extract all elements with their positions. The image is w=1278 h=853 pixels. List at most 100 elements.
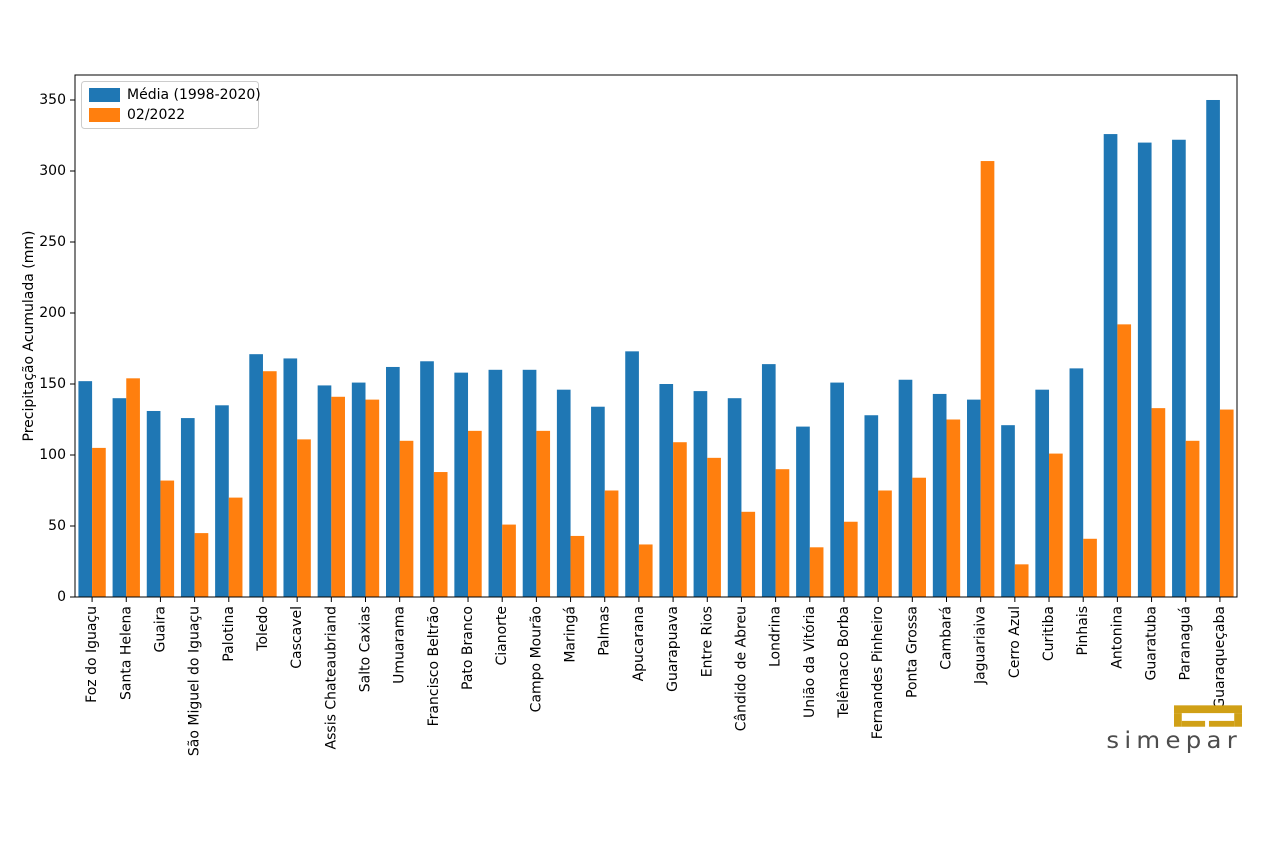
bar-series-0-15 — [591, 406, 605, 597]
x-tick-label: Ponta Grossa — [904, 606, 920, 698]
bar-series-1-0 — [92, 447, 106, 597]
x-tick-label: Guaraqueçaba — [1212, 606, 1228, 709]
x-tick-label: Toledo — [255, 606, 271, 652]
bar-series-0-2 — [146, 410, 161, 597]
bar-series-0-16 — [625, 351, 639, 597]
x-tick-label: Guaira — [152, 606, 168, 653]
x-tick-label: São Miguel do Iguaçu — [187, 606, 203, 756]
bar-series-1-30 — [1117, 324, 1132, 597]
bar-series-1-22 — [843, 521, 858, 597]
legend-label-1: 02/2022 — [127, 107, 185, 123]
y-tick-label: 350 — [39, 92, 66, 108]
x-tick-label: Antonina — [1109, 606, 1125, 669]
bar-series-0-0 — [78, 381, 93, 597]
x-tick-label: Foz do Iguaçu — [84, 606, 100, 703]
bar-series-0-1 — [112, 398, 127, 597]
bar-series-0-28 — [1035, 389, 1050, 597]
bar-series-0-32 — [1172, 139, 1186, 597]
legend-label-0: Média (1998-2020) — [127, 87, 261, 103]
bar-series-0-31 — [1137, 142, 1152, 597]
bar-series-1-16 — [638, 544, 653, 597]
bar-series-1-4 — [228, 497, 243, 597]
bar-series-1-5 — [262, 371, 277, 597]
bar-series-0-24 — [898, 379, 913, 597]
bar-series-0-17 — [659, 384, 674, 597]
bar-series-1-32 — [1185, 440, 1200, 597]
x-tick-label: Palotina — [221, 606, 237, 662]
legend-swatch-1 — [89, 108, 120, 122]
bar-series-1-17 — [673, 442, 687, 597]
bar-series-0-26 — [967, 399, 981, 597]
bar-series-1-15 — [604, 490, 619, 597]
y-tick-label: 100 — [39, 447, 66, 463]
bar-series-0-7 — [317, 385, 332, 597]
bar-series-0-13 — [522, 369, 537, 597]
y-tick-label: 50 — [48, 518, 66, 534]
simepar-logo: simepar — [1084, 705, 1242, 761]
x-tick-label: Guarapuava — [665, 606, 681, 692]
bar-series-1-29 — [1083, 538, 1097, 597]
x-tick-label: Cambará — [939, 606, 955, 670]
bar-series-0-22 — [830, 382, 844, 597]
bar-series-0-30 — [1103, 134, 1118, 597]
bar-series-1-14 — [570, 535, 585, 597]
bar-series-1-18 — [707, 457, 721, 597]
legend-box — [81, 81, 259, 129]
bar-series-1-23 — [878, 490, 892, 597]
bar-series-0-27 — [1001, 425, 1015, 597]
x-tick-label: Palmas — [597, 606, 613, 656]
x-tick-label: Fernandes Pinheiro — [870, 606, 886, 739]
y-tick-label: 250 — [39, 234, 66, 250]
x-tick-label: Campo Mourão — [528, 606, 544, 712]
bar-series-0-19 — [727, 398, 742, 597]
x-tick-label: Apucarana — [631, 606, 647, 681]
y-tick-label: 300 — [39, 163, 66, 179]
plot-frame — [74, 74, 1238, 598]
x-tick-label: Guaratuba — [1144, 606, 1160, 680]
x-tick-label: Assis Chateaubriand — [323, 606, 339, 749]
bar-series-1-20 — [775, 469, 790, 597]
bar-series-1-6 — [297, 439, 311, 597]
y-tick-label: 0 — [57, 589, 66, 605]
y-tick-label: 150 — [39, 376, 66, 392]
bar-series-1-31 — [1151, 408, 1166, 597]
x-tick-label: Jaguariaiva — [973, 606, 989, 685]
bar-series-1-3 — [194, 533, 209, 597]
bar-series-0-14 — [556, 389, 571, 597]
bar-series-1-12 — [502, 524, 516, 597]
x-tick-label: Salto Caxias — [358, 606, 374, 692]
bar-series-1-26 — [980, 161, 995, 598]
bar-series-1-7 — [331, 396, 345, 597]
bar-series-0-33 — [1206, 99, 1220, 598]
bar-series-1-13 — [536, 430, 551, 597]
bar-series-0-10 — [420, 361, 434, 597]
x-tick-label: Cianorte — [494, 606, 510, 666]
bar-series-1-25 — [946, 419, 961, 597]
bar-series-1-8 — [365, 399, 380, 597]
bar-series-1-11 — [468, 430, 482, 597]
x-tick-label: União da Vitória — [802, 606, 818, 718]
bar-series-1-21 — [809, 547, 824, 597]
x-tick-label: Telêmaco Borba — [836, 606, 852, 719]
bar-series-1-27 — [1014, 564, 1029, 597]
bar-series-1-19 — [741, 511, 756, 597]
bar-series-1-24 — [912, 477, 926, 597]
x-tick-label: Francisco Beltrão — [426, 606, 442, 726]
x-tick-label: Santa Helena — [118, 606, 134, 700]
x-tick-label: Paranaguá — [1178, 606, 1194, 681]
bar-series-1-10 — [433, 472, 448, 597]
bar-series-0-20 — [761, 364, 776, 597]
bar-series-0-18 — [693, 391, 708, 597]
bar-series-0-9 — [386, 366, 400, 597]
bar-series-0-6 — [283, 358, 298, 597]
bar-series-0-4 — [215, 405, 229, 597]
bar-series-0-29 — [1069, 368, 1084, 597]
bar-series-1-2 — [160, 480, 175, 597]
bar-series-0-25 — [932, 393, 947, 597]
bar-series-0-8 — [351, 382, 366, 597]
y-axis-label: Precipitação Acumulada (mm) — [21, 231, 37, 442]
x-tick-label: Maringá — [563, 606, 579, 663]
bar-series-1-1 — [126, 378, 140, 597]
